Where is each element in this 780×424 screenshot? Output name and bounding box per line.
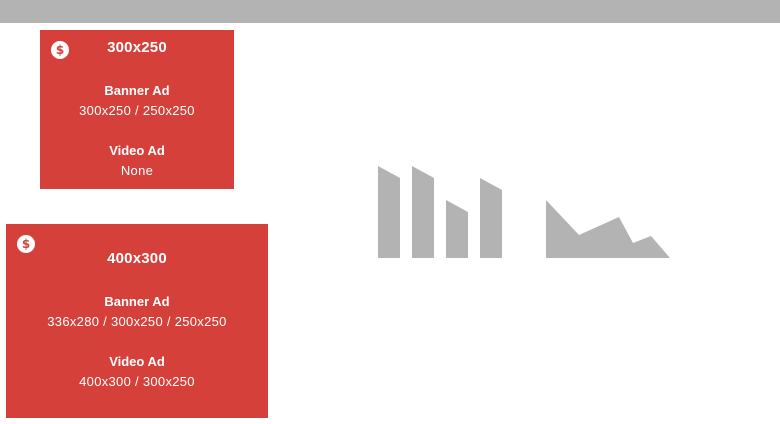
- top-bar: [0, 0, 780, 23]
- video-ad-label: Video Ad: [109, 354, 165, 369]
- placeholder-area: [546, 200, 670, 258]
- banner-ad-sizes: 336x280 / 300x250 / 250x250: [47, 314, 227, 329]
- banner-ad-label: Banner Ad: [104, 83, 170, 98]
- placeholder-bar: [480, 178, 502, 258]
- banner-ad-label: Banner Ad: [104, 294, 170, 309]
- video-ad-sizes: None: [120, 163, 154, 178]
- placeholder-bar: [412, 166, 434, 258]
- dollar-icon: $: [51, 41, 69, 59]
- video-ad-label: Video Ad: [109, 143, 165, 158]
- dollar-icon: $: [17, 235, 35, 253]
- placeholder-bar: [446, 200, 468, 258]
- ad-slot-title: 400x300: [107, 250, 167, 267]
- ad-slot-400x300[interactable]: $ 400x300 Banner Ad 336x280 / 300x250 / …: [6, 224, 268, 418]
- ad-slot-title: 300x250: [107, 39, 167, 56]
- video-ad-sizes: 400x300 / 300x250: [79, 374, 195, 389]
- ad-slot-300x250[interactable]: $ 300x250 Banner Ad 300x250 / 250x250 Vi…: [40, 30, 234, 189]
- banner-ad-sizes: 300x250 / 250x250: [79, 103, 195, 118]
- chart-placeholder-icon: [378, 166, 670, 258]
- placeholder-bar: [378, 166, 400, 258]
